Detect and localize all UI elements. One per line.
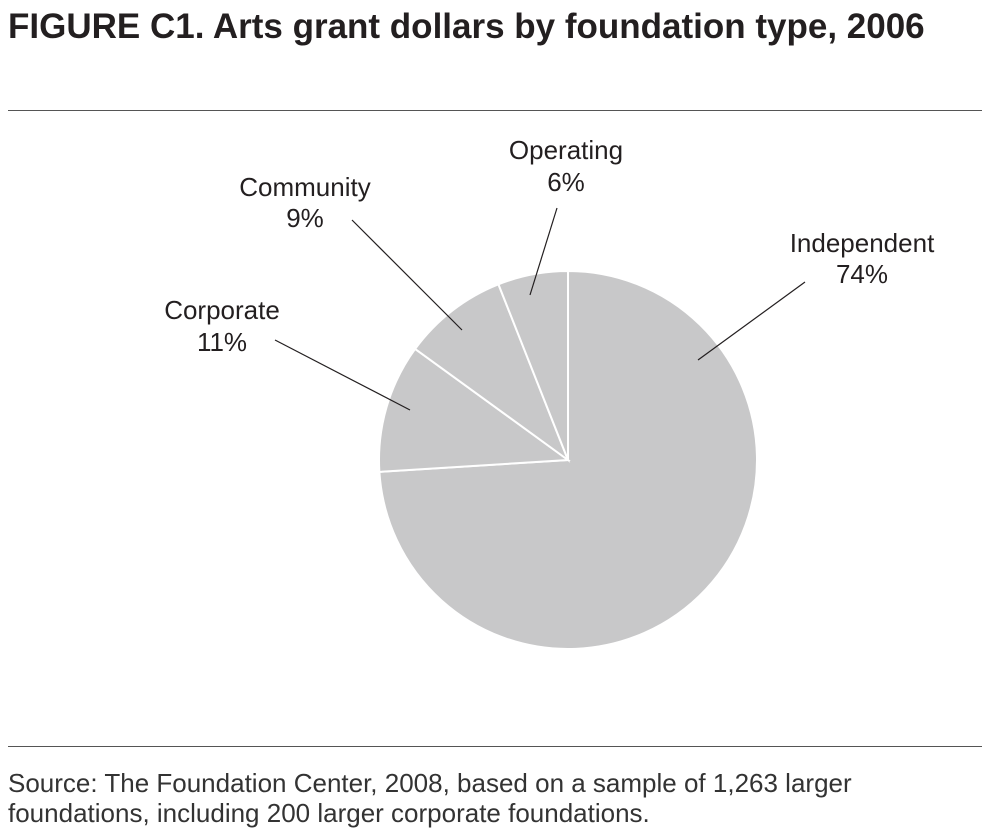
source-note: Source: The Foundation Center, 2008, bas…	[8, 768, 852, 828]
title-rule	[8, 110, 982, 111]
slice-value-label: 9%	[286, 203, 324, 233]
slice-value-label: 11%	[197, 327, 247, 357]
leader-line	[351, 219, 463, 331]
source-rule	[8, 746, 982, 747]
slice-label: Community	[239, 172, 370, 202]
slice-label: Operating	[509, 135, 623, 165]
leader-line	[274, 339, 411, 411]
leader-line	[697, 281, 806, 361]
leader-line	[529, 207, 558, 296]
pie-slice	[497, 269, 569, 461]
slice-label: Corporate	[164, 295, 280, 325]
slice-value-label: 74%	[836, 259, 888, 289]
pie-slice	[378, 347, 571, 473]
slice-label: Independent	[790, 228, 935, 258]
chart-title: FIGURE C1. Arts grant dollars by foundat…	[8, 7, 925, 46]
slice-value-label: 6%	[547, 167, 585, 197]
pie-slice	[413, 282, 571, 463]
